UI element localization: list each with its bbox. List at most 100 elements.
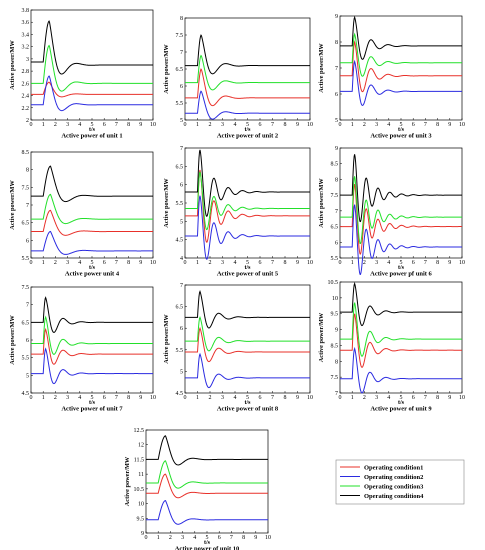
- y-tick-label: 9: [335, 146, 338, 152]
- y-tick-label: 5.5: [22, 356, 30, 362]
- x-tick-label: 5: [91, 260, 94, 266]
- legend: Operating condition1 Operating condition…: [335, 459, 465, 505]
- y-axis-label: Active power/MW: [9, 40, 16, 90]
- y-tick-label: 2.2: [22, 106, 30, 112]
- x-tick-label: 1: [196, 122, 199, 128]
- x-tick-label: 2: [363, 260, 366, 266]
- x-axis-label: t/s: [398, 400, 405, 406]
- x-tick-label: 10: [150, 260, 156, 266]
- y-axis-label: Active power/MW: [163, 178, 170, 228]
- y-tick-label: 8: [335, 40, 338, 46]
- series-line-condition-3: [146, 460, 268, 489]
- x-tick-label: 2: [54, 122, 57, 128]
- subplot-title: Active power of unit 3: [370, 133, 432, 140]
- series-line-condition-3: [185, 54, 310, 91]
- y-tick-label: 8: [335, 359, 338, 365]
- y-tick-label: 8: [180, 16, 183, 22]
- x-tick-label: 3: [66, 122, 69, 128]
- x-axis-label: t/s: [245, 400, 252, 406]
- y-tick-label: 7: [335, 209, 338, 215]
- x-tick-label: 7: [115, 260, 118, 266]
- x-tick-label: 6: [103, 260, 106, 266]
- y-tick-label: 6: [26, 338, 29, 344]
- series-line-condition-2: [31, 75, 153, 112]
- y-axis-label: Active power/MW: [124, 456, 131, 506]
- x-tick-label: 10: [459, 122, 465, 128]
- y-tick-label: 6: [335, 240, 338, 246]
- series-line-condition-2: [146, 500, 268, 525]
- x-tick-label: 9: [448, 395, 451, 401]
- x-axis-label: t/s: [89, 127, 96, 133]
- y-tick-label: 4.5: [176, 391, 184, 397]
- series-line-condition-3: [185, 316, 310, 352]
- series-line-condition-2: [31, 230, 153, 255]
- x-tick-label: 6: [412, 122, 415, 128]
- y-tick-label: 8.5: [331, 343, 339, 349]
- series-line-condition-3: [31, 315, 153, 355]
- x-tick-label: 6: [412, 395, 415, 401]
- plot-area-8: [184, 284, 311, 394]
- y-tick-label: 3: [26, 57, 29, 63]
- x-tick-label: 0: [184, 260, 187, 266]
- y-tick-label: 9: [141, 531, 144, 537]
- x-tick-label: 7: [424, 122, 427, 128]
- x-tick-label: 2: [209, 395, 212, 401]
- series-line-condition-1: [340, 313, 462, 368]
- x-tick-label: 3: [66, 260, 69, 266]
- subplot-title: Active power of unit 8: [217, 406, 279, 413]
- legend-entry-4: Operating condition4: [340, 493, 424, 500]
- x-tick-label: 1: [351, 395, 354, 401]
- x-axis-label: t/s: [398, 265, 405, 271]
- legend-label-1: Operating condition1: [364, 465, 423, 472]
- series-line-condition-4: [185, 149, 310, 217]
- y-tick-label: 6: [335, 92, 338, 98]
- x-tick-label: 6: [103, 395, 106, 401]
- y-tick-label: 10.5: [328, 280, 339, 286]
- legend-entry-3: Operating condition3: [340, 484, 424, 491]
- y-tick-label: 8: [26, 168, 29, 174]
- x-tick-label: 10: [150, 122, 156, 128]
- legend-label-3: Operating condition3: [364, 484, 424, 491]
- y-axis-label: Active power/MW: [163, 44, 170, 94]
- plot-area-2: [184, 17, 311, 121]
- y-tick-label: 4: [180, 256, 183, 262]
- subplot-title: Active power of unit 7: [61, 406, 123, 413]
- y-tick-label: 6: [26, 238, 29, 244]
- x-tick-label: 5: [400, 122, 403, 128]
- x-tick-label: 3: [66, 395, 69, 401]
- y-tick-label: 2.6: [22, 81, 30, 87]
- y-tick-label: 6.5: [331, 225, 339, 231]
- series-line-condition-1: [146, 473, 268, 499]
- x-tick-label: 10: [150, 395, 156, 401]
- y-tick-label: 7.5: [331, 375, 339, 381]
- y-tick-label: 6.5: [22, 221, 30, 227]
- y-tick-label: 5: [180, 219, 183, 225]
- y-tick-label: 5: [26, 373, 29, 379]
- x-tick-label: 8: [284, 122, 287, 128]
- x-tick-label: 0: [30, 260, 33, 266]
- x-tick-label: 7: [424, 260, 427, 266]
- series-line-condition-4: [31, 20, 153, 75]
- legend-entry-1: Operating condition1: [340, 465, 423, 472]
- x-tick-label: 8: [284, 260, 287, 266]
- y-axis-label: Active power/MW: [318, 178, 325, 228]
- x-axis-label: t/s: [89, 400, 96, 406]
- y-tick-label: 7: [180, 146, 183, 152]
- y-tick-label: 12: [138, 443, 144, 449]
- x-tick-label: 8: [127, 122, 130, 128]
- subplot-title: Active power of unit 1: [61, 133, 122, 140]
- x-tick-label: 2: [363, 395, 366, 401]
- y-tick-label: 7: [335, 391, 338, 397]
- y-axis-label: Active power/MW: [318, 312, 325, 362]
- y-tick-label: 8: [335, 177, 338, 183]
- series-line-condition-2: [185, 195, 310, 260]
- y-tick-label: 3.4: [22, 32, 30, 38]
- y-tick-label: 7: [180, 283, 183, 289]
- x-tick-label: 9: [448, 260, 451, 266]
- x-tick-label: 6: [259, 122, 262, 128]
- x-tick-label: 8: [436, 260, 439, 266]
- series-line-condition-1: [340, 184, 462, 255]
- y-axis-label: Active power/MW: [163, 314, 170, 364]
- x-tick-label: 7: [230, 535, 233, 541]
- x-tick-label: 9: [254, 535, 257, 541]
